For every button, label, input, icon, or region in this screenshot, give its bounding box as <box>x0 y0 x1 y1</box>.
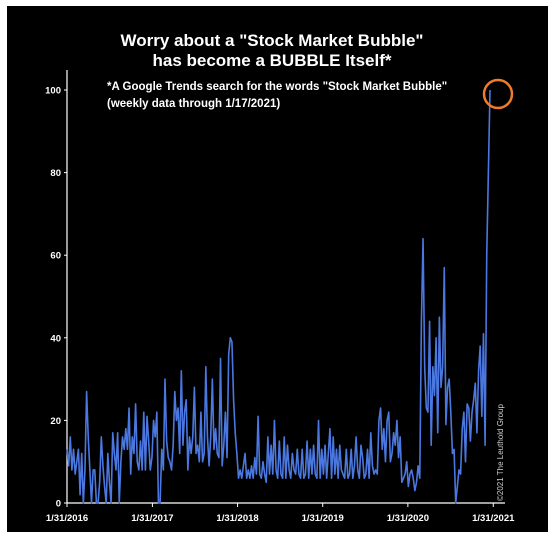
series-layer <box>66 89 491 504</box>
y-axis-ticks: 0 20 40 60 80 100 <box>45 86 67 510</box>
x-tick-label: 1/31/2021 <box>472 513 515 524</box>
chart-subtitle: *A Google Trends search for the words "S… <box>107 81 447 110</box>
y-tick-label: 100 <box>45 86 61 97</box>
y-tick-label: 20 <box>50 416 61 427</box>
chart-svg: Worry about a "Stock Market Bubble" has … <box>45 31 515 524</box>
highlight-layer <box>482 78 514 110</box>
chart-title-line-2: has become a BUBBLE Itself* <box>152 51 391 70</box>
chart-subtitle-line-2: (weekly data through 1/17/2021) <box>107 98 280 110</box>
y-tick-label: 0 <box>56 499 61 510</box>
axes <box>66 70 505 504</box>
peak-highlight-circle <box>482 78 514 110</box>
y-tick-label: 40 <box>50 333 61 344</box>
series-line <box>66 89 491 504</box>
x-axis-ticks: 1/31/2016 1/31/2017 1/31/2018 1/31/2019 1/31… <box>46 503 515 524</box>
chart-panel: Worry about a "Stock Market Bubble" has … <box>7 6 548 532</box>
chart-title: Worry about a "Stock Market Bubble" has … <box>121 31 424 70</box>
x-tick-label: 1/31/2017 <box>131 513 173 524</box>
x-tick-label: 1/31/2016 <box>46 513 88 524</box>
y-tick-label: 60 <box>50 251 61 262</box>
x-tick-label: 1/31/2019 <box>302 513 344 524</box>
chart-credit: ©2021 The Leuthold Group <box>496 404 505 501</box>
x-tick-label: 1/31/2020 <box>387 513 429 524</box>
chart-subtitle-line-1: *A Google Trends search for the words "S… <box>107 81 447 93</box>
x-tick-label: 1/31/2018 <box>216 513 258 524</box>
y-tick-label: 80 <box>50 168 61 179</box>
chart-title-line-1: Worry about a "Stock Market Bubble" <box>121 31 424 50</box>
